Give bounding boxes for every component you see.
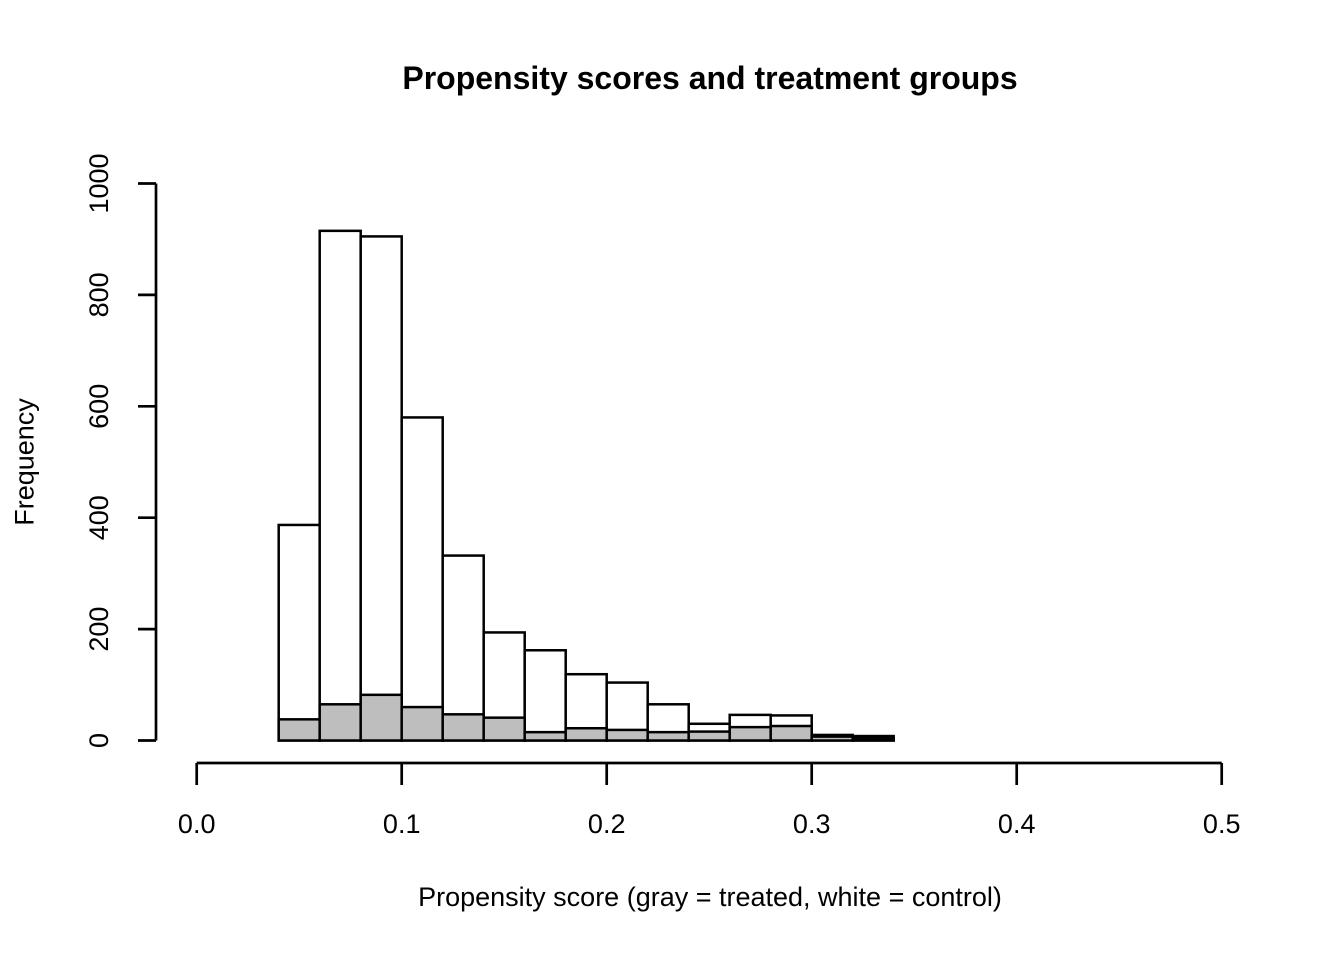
y-tick-label: 0 xyxy=(84,733,114,748)
treated-bar xyxy=(359,693,403,742)
x-tick-label: 0.1 xyxy=(383,809,421,839)
y-tick-label: 200 xyxy=(84,607,114,652)
treated-bar xyxy=(605,728,649,742)
treated-bar xyxy=(687,730,731,742)
treated-bar xyxy=(400,705,444,742)
treated-bar xyxy=(810,735,854,742)
x-tick-label: 0.4 xyxy=(998,809,1036,839)
control-bar xyxy=(318,229,362,742)
treated-bar xyxy=(523,730,567,742)
control-bar xyxy=(277,523,321,742)
treated-bar xyxy=(728,725,772,742)
control-bar xyxy=(400,416,444,742)
treated-bar xyxy=(277,718,321,742)
y-tick-label: 1000 xyxy=(84,153,114,213)
x-tick-label: 0.3 xyxy=(793,809,831,839)
y-tick-label: 800 xyxy=(84,272,114,317)
control-bar xyxy=(441,554,485,742)
y-tick-label: 400 xyxy=(84,495,114,540)
y-tick-label: 600 xyxy=(84,384,114,429)
y-axis-label: Frequency xyxy=(9,398,40,526)
chart-title: Propensity scores and treatment groups xyxy=(402,60,1018,96)
control-bar xyxy=(523,649,567,742)
control-bar xyxy=(359,235,403,742)
treated-bar xyxy=(851,737,895,742)
x-tick-label: 0.2 xyxy=(588,809,626,839)
x-tick-label: 0.0 xyxy=(178,809,216,839)
treated-bar xyxy=(646,730,690,742)
treated-bar xyxy=(564,726,608,742)
treated-bar xyxy=(769,724,813,742)
treated-bar xyxy=(441,713,485,742)
x-axis-label: Propensity score (gray = treated, white … xyxy=(418,882,1002,912)
treated-bar xyxy=(318,703,362,742)
treated-bar xyxy=(482,716,526,742)
x-tick-label: 0.5 xyxy=(1203,809,1241,839)
